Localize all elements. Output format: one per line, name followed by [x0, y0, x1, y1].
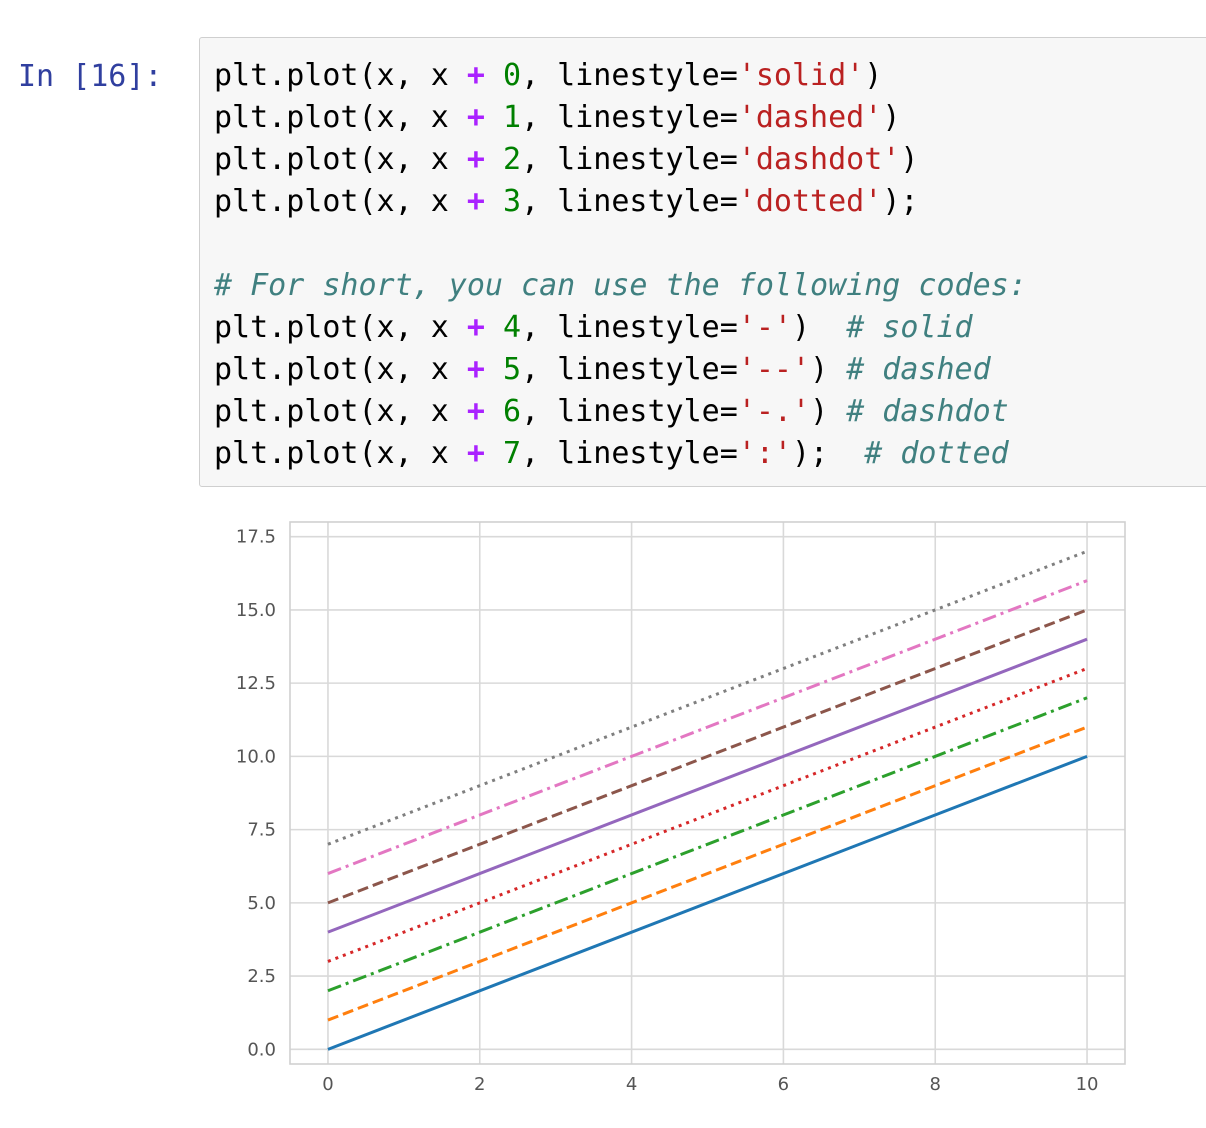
code-text: , linestyle= [521, 58, 738, 93]
y-tick-label: 10.0 [236, 746, 276, 767]
string-token: '--' [737, 352, 811, 387]
code-block[interactable]: plt.plot(x, x + 0, linestyle='solid') plt… [214, 55, 1027, 475]
code-text: plt.plot(x, x [214, 142, 467, 177]
number-token: 1 [503, 100, 522, 135]
comment-token: # dotted [864, 436, 1009, 471]
input-prompt: In [16]: [18, 59, 163, 94]
y-tick-label: 12.5 [236, 673, 276, 694]
comment-token: # solid [846, 310, 973, 345]
code-text [485, 394, 503, 429]
comment-token: # For short, you can use the following c… [214, 268, 1027, 303]
string-token: 'dashdot' [737, 142, 901, 177]
number-token: 5 [503, 352, 522, 387]
operator-token: + [466, 184, 485, 219]
number-token: 0 [503, 58, 522, 93]
series-line-4 [327, 637, 1088, 934]
string-token: '-.' [737, 394, 811, 429]
code-text: plt.plot(x, x [214, 100, 467, 135]
code-text: plt.plot(x, x [214, 310, 467, 345]
series-line-1 [327, 725, 1088, 1022]
operator-token: + [466, 436, 485, 471]
operator-token: + [466, 100, 485, 135]
number-token: 6 [503, 394, 522, 429]
code-line: plt.plot(x, x + 6, linestyle='-.') # das… [214, 391, 1027, 433]
code-text: , linestyle= [521, 100, 738, 135]
code-line: plt.plot(x, x + 5, linestyle='--') # das… [214, 349, 1027, 391]
x-tick-label: 10 [1076, 1074, 1099, 1095]
code-line: plt.plot(x, x + 3, linestyle='dotted'); [214, 181, 1027, 223]
code-text [485, 352, 503, 387]
operator-token: + [466, 352, 485, 387]
code-text: ); [882, 184, 919, 219]
y-tick-label: 0.0 [247, 1039, 276, 1060]
axes-frame [289, 521, 1126, 1065]
x-tick-label: 2 [474, 1074, 485, 1095]
operator-token: + [466, 310, 485, 345]
code-cell-editor[interactable]: plt.plot(x, x + 0, linestyle='solid') plt… [199, 37, 1206, 487]
operator-token: + [466, 58, 485, 93]
code-text [485, 142, 503, 177]
string-token: 'solid' [737, 58, 865, 93]
code-text: plt.plot(x, x [214, 394, 467, 429]
code-line: plt.plot(x, x + 7, linestyle=':'); # dot… [214, 433, 1027, 475]
operator-token: + [466, 394, 485, 429]
code-line: # For short, you can use the following c… [214, 265, 1027, 307]
code-line [214, 223, 1027, 265]
code-text: plt.plot(x, x [214, 436, 467, 471]
code-text: ) [810, 394, 847, 429]
code-line: plt.plot(x, x + 4, linestyle='-') # soli… [214, 307, 1027, 349]
code-text: , linestyle= [521, 184, 738, 219]
code-text [485, 436, 503, 471]
comment-token: # dashdot [846, 394, 1009, 429]
code-text: , linestyle= [521, 310, 738, 345]
plot-area [290, 522, 1125, 1064]
code-text [485, 58, 503, 93]
x-tick-label: 6 [778, 1074, 789, 1095]
string-token: ':' [737, 436, 792, 471]
code-text: ); [792, 436, 865, 471]
code-text: plt.plot(x, x [214, 352, 467, 387]
code-text: plt.plot(x, x [214, 58, 467, 93]
series-line-2 [327, 696, 1088, 993]
x-tick-label: 0 [322, 1074, 333, 1095]
code-line: plt.plot(x, x + 2, linestyle='dashdot') [214, 139, 1027, 181]
number-token: 4 [503, 310, 522, 345]
x-tick-label: 4 [626, 1074, 637, 1095]
y-tick-label: 15.0 [236, 600, 276, 621]
code-line: plt.plot(x, x + 0, linestyle='solid') [214, 55, 1027, 97]
code-line: plt.plot(x, x + 1, linestyle='dashed') [214, 97, 1027, 139]
string-token: '-' [737, 310, 792, 345]
code-text: , linestyle= [521, 142, 738, 177]
code-text [485, 310, 503, 345]
comment-token: # dashed [846, 352, 991, 387]
code-text: ) [810, 352, 847, 387]
series-line-6 [327, 579, 1088, 875]
code-text: , linestyle= [521, 352, 738, 387]
code-text [485, 100, 503, 135]
string-token: 'dashed' [737, 100, 883, 135]
string-token: 'dotted' [737, 184, 883, 219]
code-text [485, 184, 503, 219]
code-text: ) [792, 310, 847, 345]
code-text: ) [900, 142, 919, 177]
y-tick-label: 2.5 [247, 966, 276, 987]
y-tick-label: 5.0 [247, 893, 276, 914]
cell-output: 0 2 4 6 8 10 0.0 2.5 5.0 7.5 10.0 12.5 15.0 17.5 [0, 500, 1206, 1124]
number-token: 7 [503, 436, 522, 471]
number-token: 2 [503, 142, 522, 177]
y-tick-label: 7.5 [247, 820, 276, 841]
line-chart: 0 2 4 6 8 10 0.0 2.5 5.0 7.5 10.0 12.5 15.0 17.5 [236, 521, 1126, 1095]
code-text: , linestyle= [521, 436, 738, 471]
series-line-5 [327, 608, 1088, 905]
number-token: 3 [503, 184, 522, 219]
x-tick-label: 8 [930, 1074, 941, 1095]
series-line-0 [327, 754, 1088, 1051]
code-text: plt.plot(x, x [214, 184, 467, 219]
y-tick-label: 17.5 [236, 527, 276, 548]
code-text: , linestyle= [521, 394, 738, 429]
code-text: ) [882, 100, 901, 135]
code-text: ) [864, 58, 883, 93]
operator-token: + [466, 142, 485, 177]
